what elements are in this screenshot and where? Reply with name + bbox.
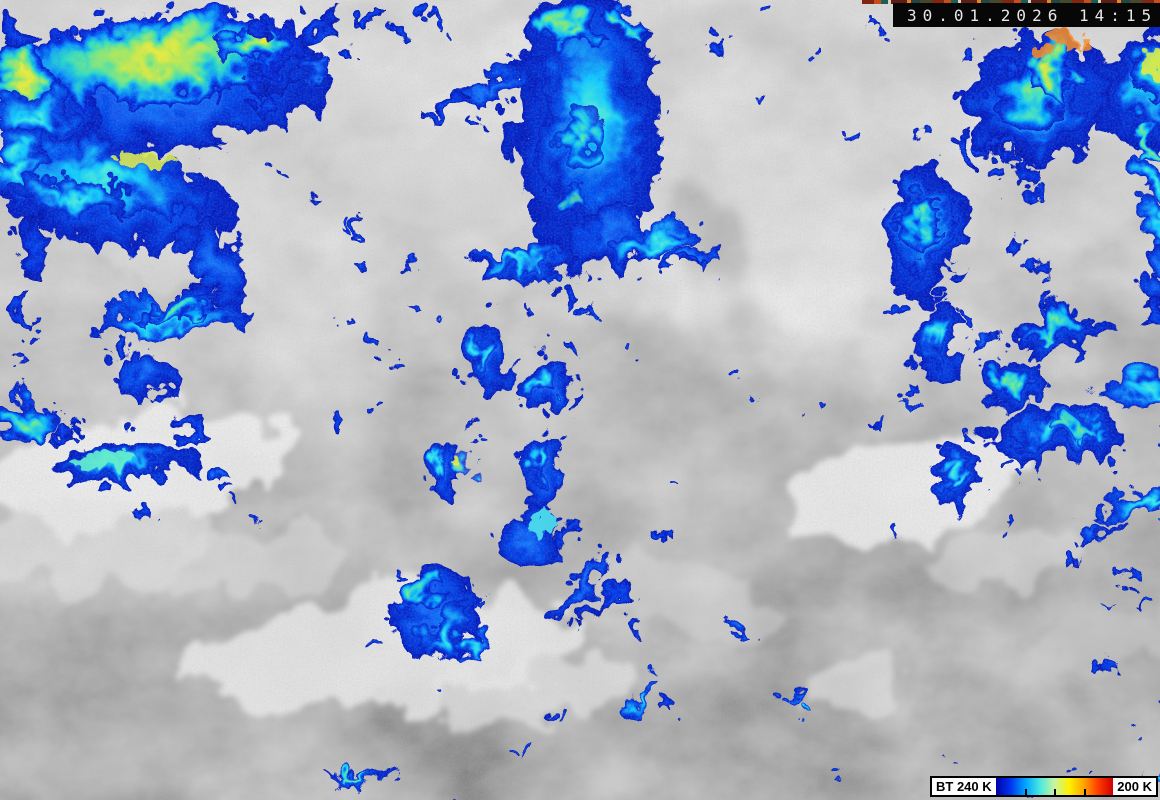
legend-max-label: 200 K xyxy=(1117,779,1152,794)
temperature-legend: BT 240 K 200 K xyxy=(930,776,1158,797)
legend-colorbar xyxy=(995,778,1114,795)
scan-artifact-strip xyxy=(862,0,1160,4)
legend-tick xyxy=(1054,789,1057,795)
legend-tick xyxy=(1025,789,1028,795)
timestamp-bar: 30.01.2026 14:15 xyxy=(893,3,1160,27)
legend-tick xyxy=(1083,789,1086,795)
timestamp-text: 30.01.2026 14:15 xyxy=(907,6,1158,25)
legend-min-label: BT 240 K xyxy=(936,779,992,794)
